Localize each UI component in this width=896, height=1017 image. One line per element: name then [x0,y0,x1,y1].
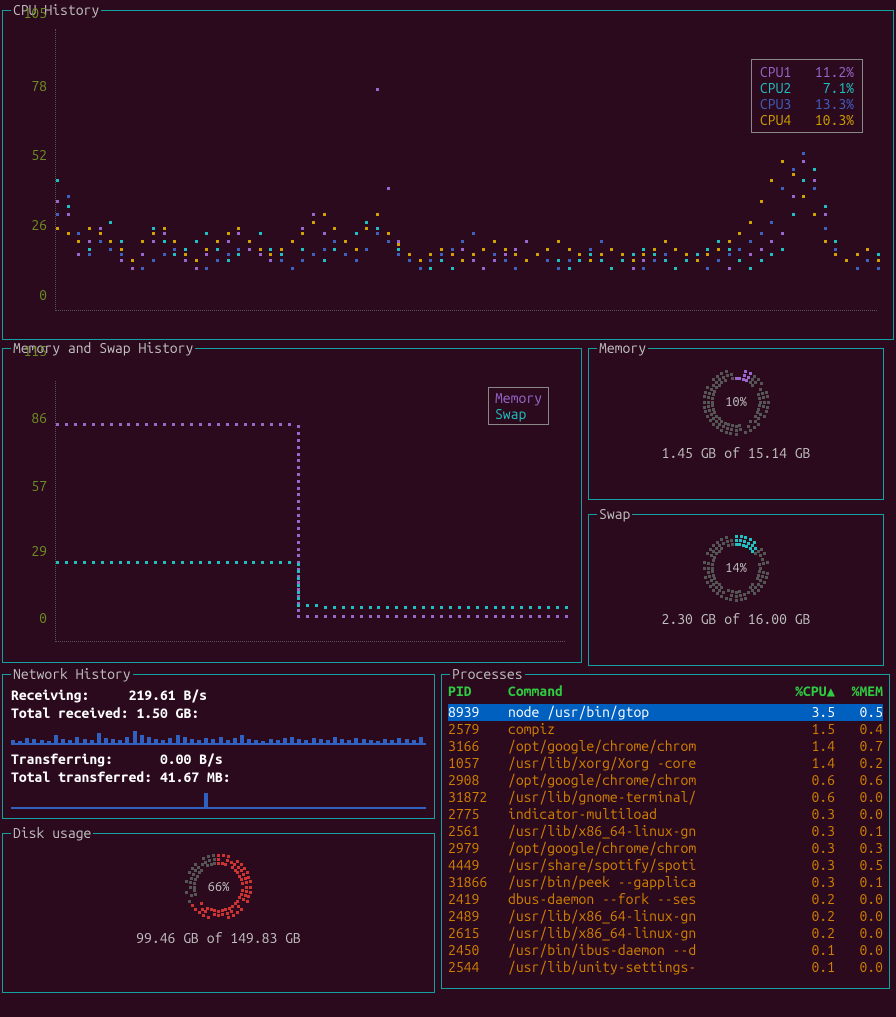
panel-title: Processes [450,666,525,682]
col-cpu[interactable]: %CPU▲ [787,683,835,700]
cpu-history-panel: CPU History 0265278105 CPU1 11.2%CPU2 7.… [2,10,894,340]
swap-percent: 14% [725,561,747,575]
table-row[interactable]: 2908/opt/google/chrome/chrom0.60.6 [448,772,883,789]
table-row[interactable]: 2579compiz1.50.4 [448,721,883,738]
mem-chart: 0295786115 MemorySwap [11,357,573,654]
processes-header[interactable]: PID Command %CPU▲ %MEM [448,683,883,700]
cpu-legend: CPU1 11.2%CPU2 7.1%CPU3 13.3%CPU4 10.3% [751,59,863,133]
memory-percent: 10% [725,395,747,409]
sort-arrow-icon: ▲ [827,683,835,699]
table-row[interactable]: 8939node /usr/bin/gtop3.50.5 [448,704,883,721]
panel-title: Swap [597,506,632,522]
table-row[interactable]: 2979/opt/google/chrome/chrom0.30.3 [448,840,883,857]
swap-text: 2.30 GB of 16.00 GB [589,611,883,627]
table-row[interactable]: 1057/usr/lib/xorg/Xorg -core1.40.2 [448,755,883,772]
table-row[interactable]: 3166/opt/google/chrome/chrom1.40.7 [448,738,883,755]
swap-panel: Swap 14% 2.30 GB of 16.00 GB [588,514,884,666]
table-row[interactable]: 2775indicator-multiload0.30.0 [448,806,883,823]
processes-body: 8939node /usr/bin/gtop3.50.52579compiz1.… [448,704,883,976]
disk-percent: 66% [208,880,230,894]
table-row[interactable]: 2544/usr/lib/unity-settings-0.10.0 [448,959,883,976]
net-tx-chart [11,787,426,809]
memory-panel: Memory 10% 1.45 GB of 15.14 GB [588,348,884,500]
swap-donut: 14% [701,533,771,603]
processes-panel: Processes PID Command %CPU▲ %MEM 8939nod… [441,674,890,989]
disk-text: 99.46 GB of 149.83 GB [3,930,434,946]
cpu-chart: 0265278105 CPU1 11.2%CPU2 7.1%CPU3 13.3%… [11,19,881,331]
network-history-panel: Network History Receiving: 219.61 B/s To… [2,674,435,819]
mem-legend: MemorySwap [488,387,549,425]
memory-swap-history-panel: Memory and Swap History 0295786115 Memor… [2,348,582,663]
panel-title: Memory [597,340,648,356]
table-row[interactable]: 31866/usr/bin/peek --gapplica0.30.1 [448,874,883,891]
net-transferring: Transferring: 0.00 B/s [11,751,426,767]
net-total-transferred: Total transferred: 41.67 MB: [11,769,426,785]
col-command[interactable]: Command [508,683,787,700]
net-receiving: Receiving: 219.61 B/s [11,687,426,703]
memory-donut: 10% [701,367,771,437]
table-row[interactable]: 2450/usr/bin/ibus-daemon --d0.10.0 [448,942,883,959]
net-total-received: Total received: 1.50 GB: [11,705,426,721]
table-row[interactable]: 2419dbus-daemon --fork --ses0.20.0 [448,891,883,908]
net-rx-chart [11,723,426,745]
table-row[interactable]: 2489/usr/lib/x86_64-linux-gn0.20.0 [448,908,883,925]
table-row[interactable]: 2615/usr/lib/x86_64-linux-gn0.20.0 [448,925,883,942]
table-row[interactable]: 4449/usr/share/spotify/spoti0.30.5 [448,857,883,874]
col-pid[interactable]: PID [448,683,508,700]
disk-donut: 66% [184,852,254,922]
memory-text: 1.45 GB of 15.14 GB [589,445,883,461]
table-row[interactable]: 2561/usr/lib/x86_64-linux-gn0.30.1 [448,823,883,840]
panel-title: Disk usage [11,825,93,841]
disk-usage-panel: Disk usage 66% 99.46 GB of 149.83 GB [2,833,435,993]
table-row[interactable]: 31872/usr/lib/gnome-terminal/0.60.0 [448,789,883,806]
panel-title: Network History [11,666,133,682]
col-mem[interactable]: %MEM [835,683,883,700]
